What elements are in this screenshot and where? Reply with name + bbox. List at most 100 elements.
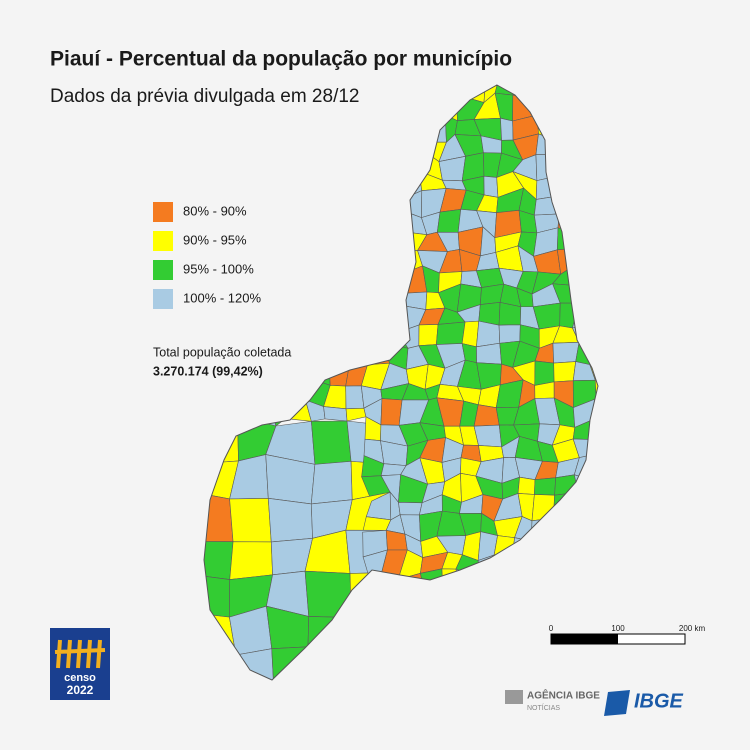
municipality (569, 226, 597, 254)
municipality (360, 263, 387, 293)
municipality (379, 115, 409, 142)
municipality (380, 195, 410, 219)
municipality (360, 249, 387, 269)
municipality (437, 590, 467, 619)
title: Piauí - Percentual da população por muni… (50, 48, 512, 71)
municipality (574, 112, 598, 143)
municipality (380, 170, 410, 199)
scale-segment (551, 634, 618, 644)
municipality (379, 231, 406, 254)
municipality (310, 461, 353, 505)
municipality (594, 534, 598, 552)
agencia-logo: AGÊNCIA IBGE NOTÍCIAS (505, 689, 600, 712)
municipality (345, 343, 368, 366)
municipality (310, 135, 327, 159)
municipality (512, 645, 541, 670)
municipality (477, 531, 498, 561)
municipality (345, 226, 367, 255)
municipality (457, 646, 484, 673)
municipality (325, 285, 352, 314)
municipality (589, 569, 598, 596)
municipality (574, 132, 598, 156)
legend-label: 80% - 90% (183, 203, 247, 218)
municipality (294, 195, 312, 219)
municipality (592, 302, 598, 331)
censo-year: 2022 (67, 683, 94, 697)
municipality (251, 115, 272, 138)
municipality (500, 663, 514, 680)
municipality (398, 627, 429, 652)
municipality (461, 320, 480, 348)
municipality (593, 479, 598, 503)
municipality (424, 644, 448, 671)
municipality (535, 176, 555, 200)
censo-word: censo (64, 672, 96, 684)
municipality (383, 665, 410, 680)
municipality (227, 131, 253, 160)
municipality (343, 653, 390, 680)
municipality (595, 417, 598, 446)
municipality (405, 85, 422, 106)
municipality (288, 266, 305, 292)
ibge-text: IBGE (634, 690, 684, 712)
municipality (310, 118, 332, 141)
municipality (204, 613, 237, 656)
municipality (575, 341, 598, 365)
municipality (419, 92, 448, 118)
municipality (512, 537, 536, 559)
agencia-icon (505, 690, 523, 704)
municipality (590, 136, 598, 158)
municipality (436, 321, 466, 345)
municipality (271, 646, 309, 680)
municipality (493, 606, 514, 638)
municipality (498, 324, 521, 344)
municipality (530, 517, 558, 542)
municipality (595, 398, 598, 419)
municipality (419, 85, 448, 102)
municipality (204, 541, 234, 580)
municipality (361, 633, 385, 655)
municipality (340, 263, 367, 290)
municipality (398, 648, 427, 672)
municipality (204, 307, 218, 329)
municipality (380, 153, 410, 175)
municipality (578, 285, 594, 312)
municipality (211, 130, 237, 157)
municipality (596, 112, 598, 143)
municipality (591, 591, 598, 609)
municipality (493, 589, 518, 612)
municipality (230, 648, 275, 680)
municipality (250, 208, 278, 236)
municipality (379, 103, 409, 118)
municipality (363, 209, 390, 236)
municipality (577, 85, 592, 100)
municipality (349, 572, 388, 618)
municipality (473, 404, 500, 427)
municipality (494, 85, 519, 96)
municipality (401, 116, 430, 143)
municipality (325, 308, 348, 326)
municipality (378, 85, 408, 106)
municipality (380, 398, 403, 426)
municipality (493, 554, 518, 574)
municipality (323, 170, 353, 200)
municipality (303, 229, 329, 256)
municipality (399, 291, 428, 310)
municipality (378, 250, 410, 272)
municipality (361, 607, 388, 638)
municipality (323, 214, 353, 231)
municipality (406, 592, 426, 618)
municipality (386, 586, 410, 618)
municipality (345, 407, 367, 422)
municipality (349, 153, 371, 173)
municipality (441, 568, 467, 599)
municipality (286, 324, 315, 344)
municipality (572, 538, 598, 555)
total-value: 3.270.174 (99,42%) (153, 364, 263, 378)
municipality (574, 97, 598, 116)
ibge-logo: IBGE (604, 690, 684, 716)
municipality (350, 607, 388, 655)
municipality (345, 135, 371, 157)
municipality (588, 97, 598, 114)
municipality (473, 626, 501, 655)
